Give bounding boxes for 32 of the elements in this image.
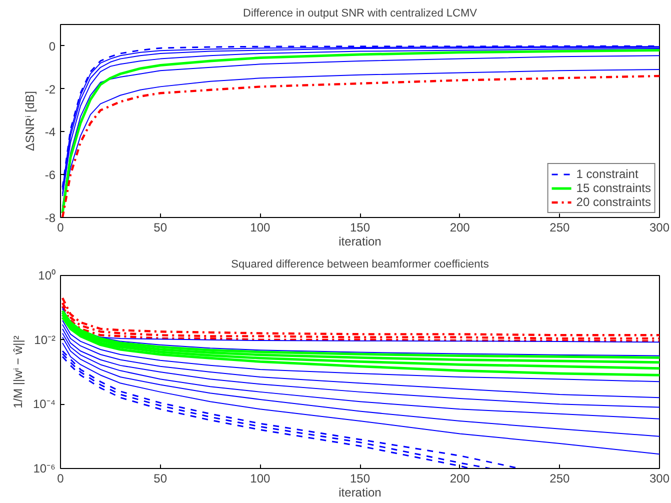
- x-tick-label: 100: [250, 220, 271, 234]
- x-tick-label: 250: [550, 220, 570, 234]
- x-tick-label: 300: [649, 472, 670, 486]
- y-tick-label: 10⁰: [38, 268, 56, 282]
- x-tick-label: 150: [350, 220, 370, 234]
- x-tick-label: 150: [350, 472, 370, 486]
- x-tick-label: 0: [57, 220, 64, 234]
- legend-label: 20 constraints: [576, 195, 651, 209]
- x-axis-title: iteration: [338, 486, 382, 500]
- y-tick-label: -4: [44, 125, 56, 140]
- x-tick-label: 50: [154, 472, 168, 486]
- x-tick-label: 0: [57, 472, 64, 486]
- x-axis-title: iteration: [338, 234, 382, 248]
- y-tick-label: 10⁻⁶: [33, 462, 56, 476]
- x-tick-label: 200: [450, 472, 470, 486]
- x-tick-label: 100: [250, 472, 271, 486]
- x-tick-label: 300: [649, 220, 670, 234]
- y-axis-title: 1/M ||wⁱ − ŵ||²: [10, 336, 25, 408]
- y-tick-label: -2: [44, 82, 56, 96]
- y-axis-title: ΔSNRⁱ [dB]: [22, 90, 37, 152]
- x-tick-label: 50: [154, 220, 168, 234]
- y-tick-label: 10⁻²: [34, 332, 56, 347]
- y-tick-label: 10⁻⁴: [32, 397, 56, 412]
- y-tick-label: -6: [44, 168, 56, 182]
- legend-label: 1 constraint: [576, 167, 638, 181]
- chart-title: Squared difference between beamformer coefficients: [231, 258, 490, 270]
- y-tick-label: -8: [44, 211, 56, 225]
- x-tick-label: 250: [550, 472, 570, 486]
- x-tick-label: 200: [450, 220, 470, 234]
- chart-title: Difference in output SNR with centralized LCMV: [243, 8, 478, 20]
- legend-label: 15 constraints: [576, 181, 651, 195]
- y-tick-label: 0: [48, 39, 56, 54]
